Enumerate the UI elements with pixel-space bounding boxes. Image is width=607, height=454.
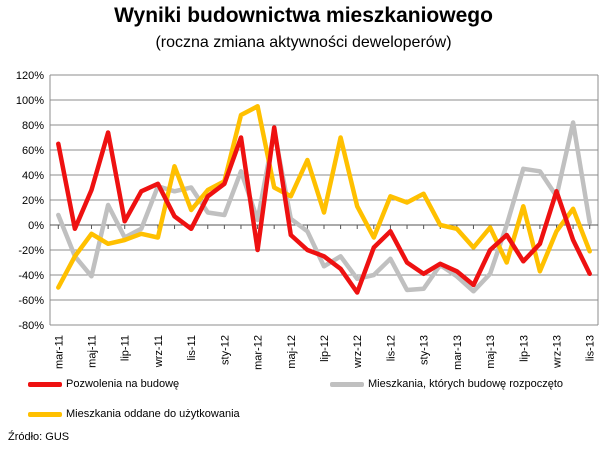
x-tick-label: wrz-13 (551, 335, 563, 369)
y-tick-label: 80% (22, 120, 44, 132)
y-tick-label: 120% (16, 70, 44, 82)
y-tick-label: 100% (16, 95, 44, 107)
x-tick-label: maj-13 (485, 335, 497, 369)
x-tick-label: wrz-12 (352, 335, 364, 369)
x-tick-label: lis-12 (385, 335, 397, 361)
legend-label-oddane: Mieszkania oddane do użytkowania (66, 408, 240, 420)
x-tick-label: lip-11 (120, 335, 132, 361)
series-line-oddane (56, 104, 592, 290)
y-tick-label: -40% (18, 270, 44, 282)
legend-item-pozwolenia: Pozwolenia na budowę (28, 378, 179, 390)
source-note: Źródło: GUS (8, 431, 70, 443)
chart-title: Wyniki budownictwa mieszkaniowego (114, 4, 493, 27)
y-tick-label: 60% (22, 145, 44, 157)
x-tick-label: mar-11 (53, 335, 65, 369)
y-tick-label: 20% (22, 195, 44, 207)
series-line-pozwolenia (56, 125, 592, 295)
legend-label-rozpoczete: Mieszkania, których budowę rozpoczęto (368, 378, 564, 390)
x-tick-label: mar-13 (452, 335, 464, 370)
legend-label-pozwolenia: Pozwolenia na budowę (66, 378, 180, 390)
legend-swatch-rozpoczete (330, 381, 364, 387)
x-tick-label: lip-13 (518, 335, 530, 362)
y-tick-label: 40% (22, 170, 44, 182)
legend-item-oddane: Mieszkania oddane do użytkowania (28, 408, 240, 420)
y-tick-label: -60% (18, 295, 44, 307)
legend-swatch-oddane (28, 411, 62, 417)
legend-item-rozpoczete: Mieszkania, których budowę rozpoczęto (330, 378, 563, 390)
y-tick-label: 0% (28, 220, 44, 232)
legend-swatch-pozwolenia (28, 381, 62, 387)
x-tick-label: lis-11 (186, 335, 198, 360)
y-tick-label: -80% (18, 320, 44, 332)
x-tick-label: maj-12 (286, 335, 298, 369)
x-tick-label: mar-12 (253, 335, 265, 370)
x-tick-label: wrz-11 (153, 335, 165, 368)
y-tick-label: -20% (18, 245, 44, 257)
x-tick-label: lis-13 (585, 335, 597, 361)
x-tick-label: maj-11 (87, 335, 99, 368)
x-tick-label: sty-13 (419, 335, 431, 365)
x-tick-label: sty-12 (219, 335, 231, 365)
x-tick-label: lip-12 (319, 335, 331, 362)
chart-subtitle: (roczna zmiana aktywności deweloperów) (155, 34, 452, 51)
